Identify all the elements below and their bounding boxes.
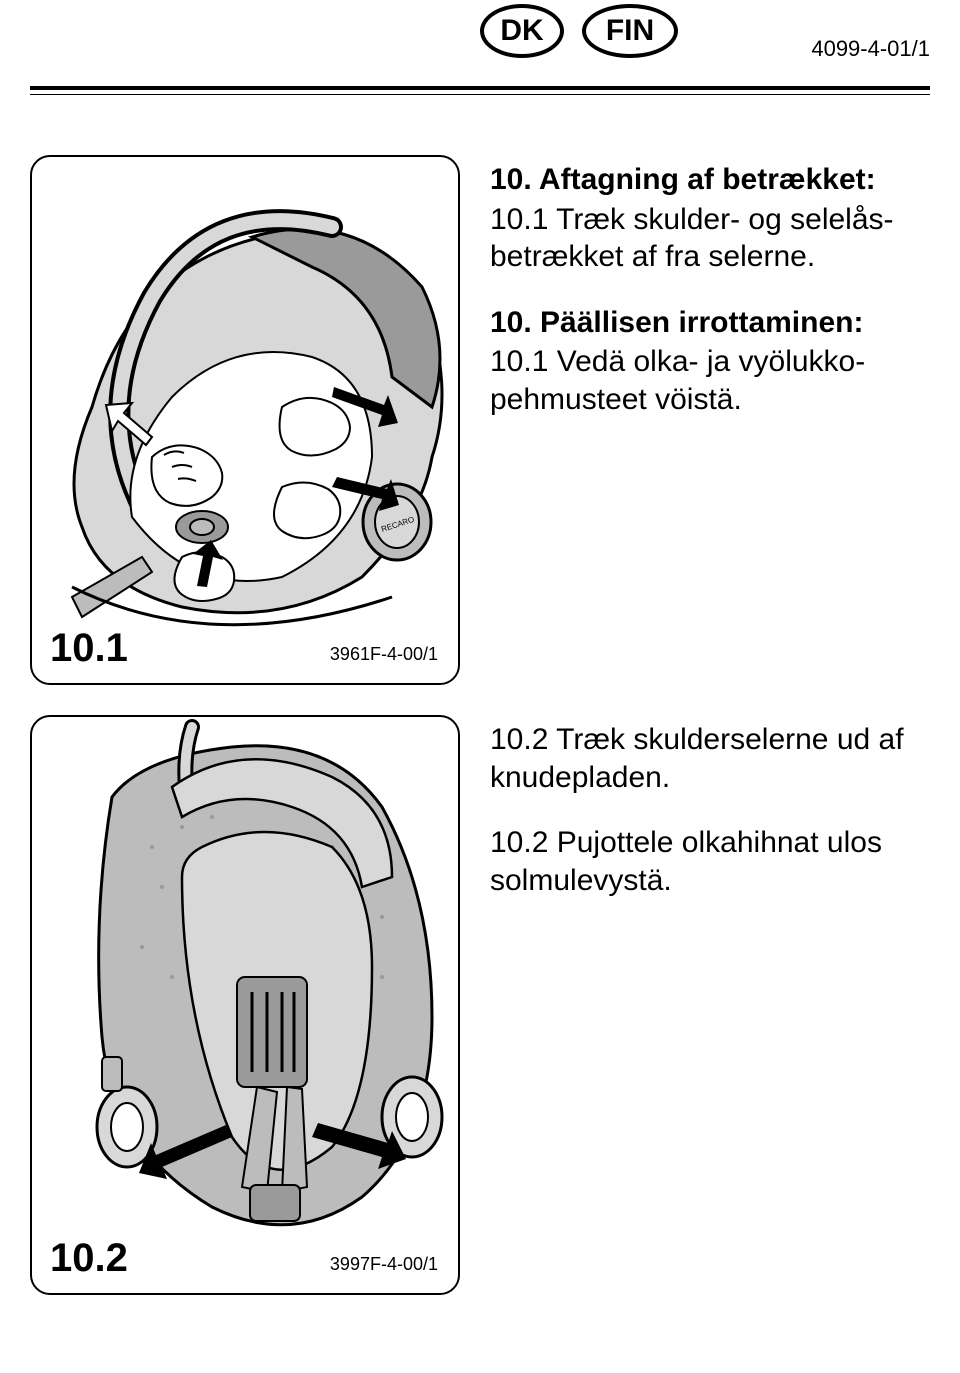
lang-badge-dk: DK xyxy=(480,4,564,58)
figure-code: 3997F-4-00/1 xyxy=(330,1254,438,1275)
para-dk-10-2: 10.2 Træk skulderselerne ud af knudeplad… xyxy=(490,721,930,796)
figure-10-2: 10.2 3997F-4-00/1 xyxy=(30,715,460,1295)
page-content: RECARO xyxy=(0,95,960,1295)
step-row-2: 10.2 3997F-4-00/1 10.2 Træk skulderseler… xyxy=(30,715,930,1295)
step-row-1: RECARO xyxy=(30,155,930,685)
heading-dk-10: 10. Aftagning af betrækket: xyxy=(490,161,930,199)
figure-10-1: RECARO xyxy=(30,155,460,685)
para-dk-10-1: 10.1 Træk skulder- og selelås­betrækket … xyxy=(490,201,930,276)
page-header: DK FIN 4099-4-01/1 xyxy=(0,0,960,86)
para-fi-10-1: 10.1 Vedä olka- ja vyölukko­pehmusteet v… xyxy=(490,343,930,418)
language-badges: DK FIN xyxy=(480,4,678,58)
figure-code: 3961F-4-00/1 xyxy=(330,644,438,665)
para-fi-10-2: 10.2 Pujottele olkahihnat ulos solmulevy… xyxy=(490,824,930,899)
figure-number: 10.1 xyxy=(50,626,128,671)
lang-badge-fin: FIN xyxy=(582,4,678,58)
step-2-text: 10.2 Træk skulderselerne ud af knudeplad… xyxy=(490,715,930,1295)
step-1-text: 10. Aftagning af betrækket: 10.1 Træk sk… xyxy=(490,155,930,685)
carseat-illustration-2 xyxy=(32,717,460,1295)
heading-fi-10: 10. Päällisen irrottaminen: xyxy=(490,304,930,342)
header-rule-thick xyxy=(30,86,930,90)
carseat-illustration-1: RECARO xyxy=(32,157,460,685)
figure-number: 10.2 xyxy=(50,1236,128,1281)
document-code: 4099-4-01/1 xyxy=(811,36,930,62)
